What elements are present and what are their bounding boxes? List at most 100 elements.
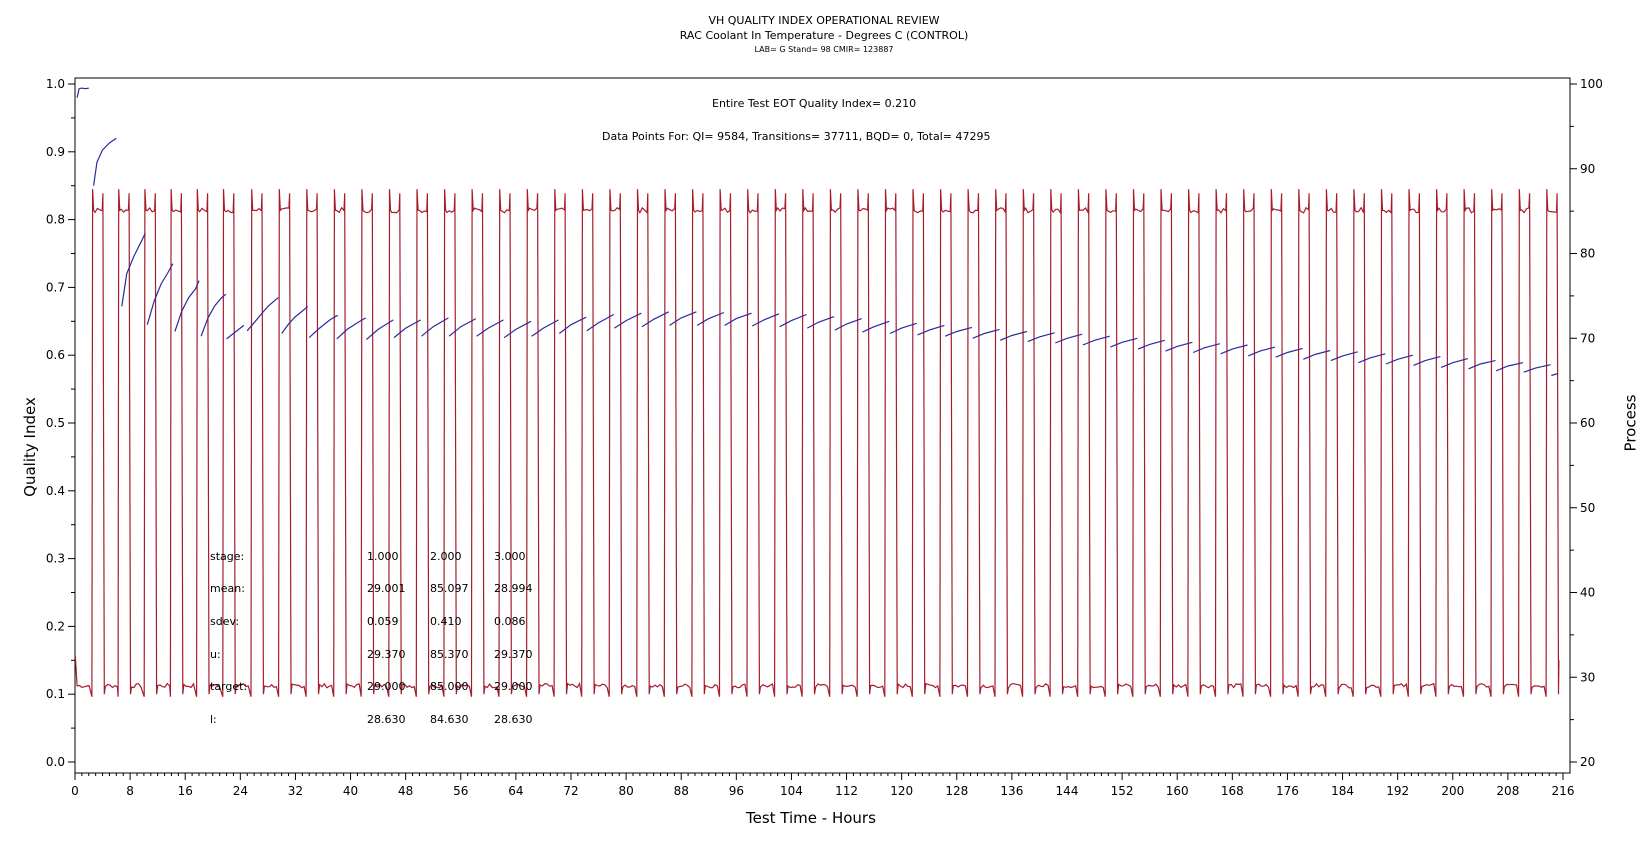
x-tick-label: 128 xyxy=(945,784,968,798)
x-tick-label: 144 xyxy=(1056,784,1079,798)
x-tick-label: 72 xyxy=(563,784,578,798)
x-tick-label: 184 xyxy=(1331,784,1354,798)
stat-value: 28.994 xyxy=(494,582,533,595)
stat-value: 0.410 xyxy=(430,615,462,628)
stat-value: 1.000 xyxy=(367,550,399,563)
x-tick-label: 152 xyxy=(1111,784,1134,798)
x-tick-label: 200 xyxy=(1441,784,1464,798)
quality-index-segment xyxy=(944,326,973,337)
chart-title: VH QUALITY INDEX OPERATIONAL REVIEW xyxy=(708,14,940,27)
quality-index-segment xyxy=(1110,337,1138,348)
x-tick-label: 24 xyxy=(233,784,248,798)
stat-value: 85.097 xyxy=(430,582,469,595)
quality-index-segment xyxy=(503,320,532,339)
stat-value: 85.370 xyxy=(430,648,469,661)
x-tick-label: 104 xyxy=(780,784,803,798)
x-tick-label: 80 xyxy=(618,784,633,798)
x-tick-label: 136 xyxy=(1000,784,1023,798)
y-tick-label: 0.4 xyxy=(46,484,65,498)
quality-index-segment xyxy=(246,297,279,332)
x-tick-label: 208 xyxy=(1496,784,1519,798)
quality-index-segment xyxy=(1275,347,1303,358)
quality-index-segment xyxy=(200,293,227,337)
quality-index-segment xyxy=(1137,339,1165,350)
quality-index-segment xyxy=(1055,333,1083,344)
stat-value: 29.000 xyxy=(367,680,406,693)
x-tick-label: 88 xyxy=(674,784,689,798)
y-tick-label: 0.3 xyxy=(46,552,65,566)
stat-value: 3.000 xyxy=(494,550,526,563)
quality-index-segment xyxy=(476,319,504,337)
stat-value: 29.000 xyxy=(494,680,533,693)
x-tick-label: 192 xyxy=(1386,784,1409,798)
quality-index-segment xyxy=(889,322,917,335)
quality-index-segment xyxy=(1440,358,1469,368)
quality-index-segment xyxy=(1495,362,1524,372)
quality-index-segment xyxy=(586,313,614,332)
y-axis-left: 0.0 0.1 0.2 0.3 0.4 0.5 0.6 0.7 0.8 0.9 1.0 xyxy=(46,77,75,769)
quality-index-segment xyxy=(807,316,835,329)
y-tick-label: 0.7 xyxy=(46,280,65,294)
y-axis-right: 20 30 40 50 60 70 80 90 100 xyxy=(1570,77,1603,769)
stat-label: stage: xyxy=(210,550,245,563)
x-tick-label: 160 xyxy=(1166,784,1189,798)
x-tick-label: 112 xyxy=(835,784,858,798)
y-tick-label: 0.9 xyxy=(46,145,65,159)
x-tick-label: 96 xyxy=(729,784,744,798)
y-tick-label: 1.0 xyxy=(46,77,65,91)
quality-index-segment xyxy=(421,317,449,337)
x-tick-label: 216 xyxy=(1552,784,1575,798)
stat-value: 84.630 xyxy=(430,713,469,726)
x-tick-label: 56 xyxy=(453,784,468,798)
quality-index-segment xyxy=(614,312,642,329)
x-tick-label: 64 xyxy=(508,784,523,798)
stat-value: 28.630 xyxy=(494,713,533,726)
y-tick-label: 0.2 xyxy=(46,619,65,633)
y-tick-label: 0.1 xyxy=(46,687,65,701)
quality-index-segment xyxy=(669,311,697,326)
y2-tick-label: 70 xyxy=(1580,331,1595,345)
stat-label: sdev: xyxy=(210,615,240,628)
quality-index-segment xyxy=(76,87,89,98)
y2-tick-label: 90 xyxy=(1580,162,1595,176)
y-tick-label: 0.0 xyxy=(46,755,65,769)
stat-value: 85.000 xyxy=(430,680,469,693)
x-tick-label: 120 xyxy=(890,784,913,798)
stat-value: 0.059 xyxy=(367,615,399,628)
y-axis-right-title: Process xyxy=(1621,394,1640,452)
quality-index-segment xyxy=(751,313,780,327)
stat-value: 28.630 xyxy=(367,713,406,726)
quality-index-segment xyxy=(174,280,200,332)
quality-index-segment xyxy=(448,318,477,337)
x-axis-title: Test Time - Hours xyxy=(746,809,876,827)
quality-index-segment xyxy=(1220,344,1248,355)
stat-value: 2.000 xyxy=(430,550,462,563)
y-tick-label: 0.8 xyxy=(46,213,65,227)
quality-index-segment xyxy=(121,232,146,307)
quality-index-segment xyxy=(1523,364,1551,373)
quality-index-segment xyxy=(834,318,862,331)
eot-quality-annotation: Entire Test EOT Quality Index= 0.210 xyxy=(712,97,917,110)
stat-value: 0.086 xyxy=(494,615,526,628)
quality-index-series xyxy=(76,87,1559,377)
x-tick-label: 16 xyxy=(178,784,193,798)
stat-label: target: xyxy=(210,680,248,693)
y2-tick-label: 40 xyxy=(1580,586,1595,600)
stat-value: 29.370 xyxy=(367,648,406,661)
y2-tick-label: 60 xyxy=(1580,416,1595,430)
quality-index-segment xyxy=(999,330,1028,341)
y2-tick-label: 100 xyxy=(1580,77,1603,91)
stat-label: u: xyxy=(210,648,221,661)
quality-index-segment xyxy=(558,316,587,334)
x-tick-label: 0 xyxy=(71,784,79,798)
y-tick-label: 0.5 xyxy=(46,416,65,430)
stat-value: 29.001 xyxy=(367,582,406,595)
quality-index-segment xyxy=(1303,349,1331,360)
stat-label: mean: xyxy=(210,582,245,595)
quality-index-segment xyxy=(308,315,340,339)
x-axis: 0 8 16 24 32 40 48 56 64 72 80 88 96 104 112 120 128 136 1… xyxy=(71,773,1574,798)
quality-index-segment xyxy=(281,305,309,334)
quality-index-segment xyxy=(1413,356,1441,366)
x-tick-label: 8 xyxy=(126,784,134,798)
